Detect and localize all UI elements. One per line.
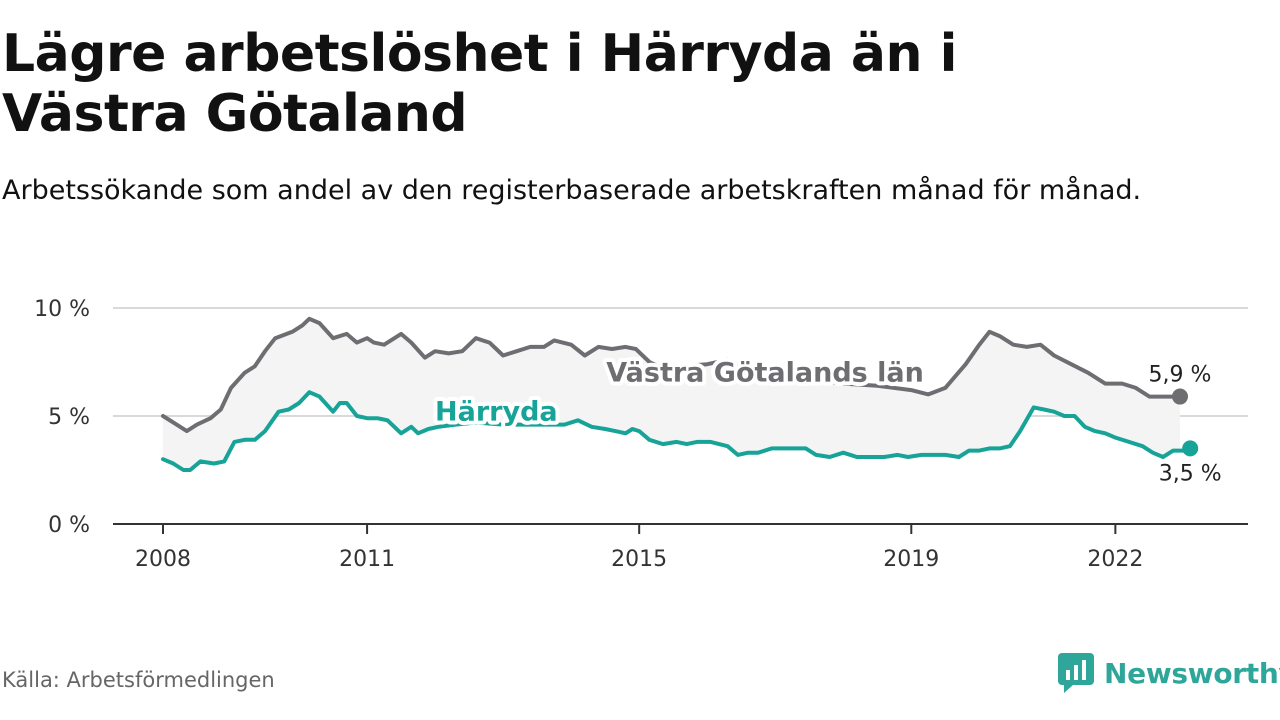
y-tick-label: 10 % [34, 297, 90, 322]
source-note: Källa: Arbetsförmedlingen [2, 668, 275, 692]
series-line-vastra-gotaland [161, 316, 1182, 434]
series-name-label: Härryda [435, 396, 558, 427]
y-tick-label: 5 % [48, 405, 90, 430]
x-tick-label: 2008 [135, 547, 191, 572]
chart-subtitle: Arbetssökande som andel av den registerb… [2, 175, 1142, 206]
chart-title: Lägre arbetslöshet i Härryda än i Västra… [2, 24, 957, 144]
series-end-dot [1182, 440, 1199, 457]
line-chart: 0 % 5 % 10 % 2008 2011 2015 2019 2022 5,9 % 3,5 … [34, 297, 1248, 572]
brand-name: Newsworthy [1104, 656, 1280, 690]
series-line-harryda [161, 390, 1193, 472]
x-tick-label: 2015 [611, 547, 667, 572]
series-name-label: Västra Götalands län [606, 357, 924, 388]
x-tick-label: 2019 [883, 547, 939, 572]
x-tick-label: 2011 [339, 547, 395, 572]
newsworthy-chart-logo-icon [1058, 653, 1094, 693]
x-tick-label: 2022 [1087, 547, 1143, 572]
brand-logo: Newsworthy [1058, 653, 1280, 693]
series-end-value-label: 3,5 % [1159, 461, 1222, 486]
y-tick-label: 0 % [48, 513, 90, 538]
series-end-dot [1171, 388, 1188, 405]
series-end-value-label: 5,9 % [1149, 363, 1212, 388]
